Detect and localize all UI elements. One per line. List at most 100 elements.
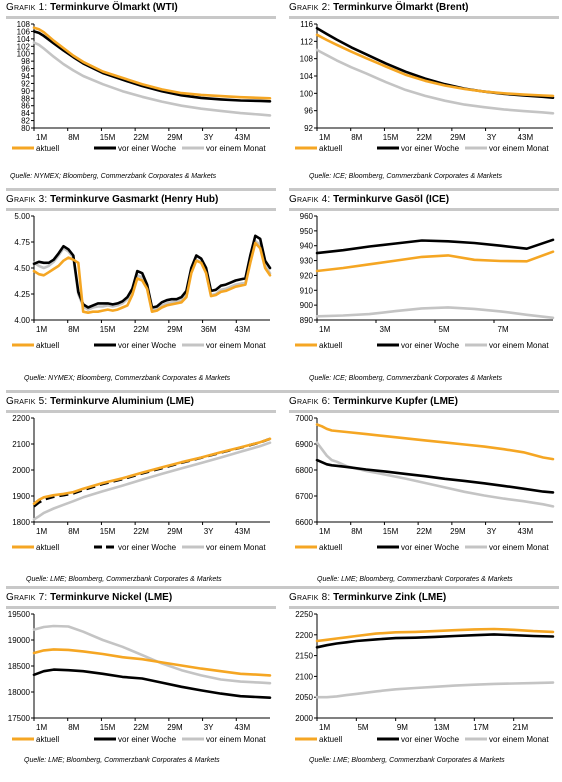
title-rule (6, 208, 276, 211)
legend-label: vor einer Woche (401, 144, 460, 153)
chart-title: Terminkurve Nickel (LME) (50, 592, 173, 603)
series-line-woche (32, 668, 272, 699)
y-tick-label: 6900 (295, 440, 313, 449)
legend-label: aktuell (319, 341, 342, 350)
chart-kupfer: 6600 6700 6800 6900 7000 1M 8M 15M 22M 29M 3Y 43M ak… (295, 414, 555, 552)
legend-label: aktuell (319, 543, 342, 552)
y-tick-label: 920 (300, 271, 314, 280)
series-line-aktuell (32, 648, 272, 677)
legend-label: vor einem Monat (489, 341, 549, 350)
legend-label: vor einem Monat (206, 341, 266, 350)
x-tick-label: 22M (416, 527, 432, 536)
y-tick-label: 2150 (295, 652, 313, 661)
y-tick-label: 910 (300, 286, 314, 295)
series-line-aktuell (32, 437, 272, 506)
axis-line (33, 614, 270, 719)
x-tick-label: 29M (167, 723, 183, 732)
grafik-label: Grafik 2: (289, 2, 331, 13)
chart-nickel: 17500 18000 18500 19000 19500 1M 8M 15M 22M 29M 3Y… (8, 610, 272, 744)
x-tick-label: 15M (383, 527, 399, 536)
y-tick-label: 930 (300, 257, 314, 266)
legend-label: vor einem Monat (206, 735, 266, 744)
series-line-monat (32, 624, 272, 685)
grafik-label: Grafik 3: (6, 194, 48, 205)
x-tick-label: 13M (434, 723, 450, 732)
y-tick-label: 2050 (295, 693, 313, 702)
series-line-monat (315, 306, 555, 320)
legend-label: vor einem Monat (489, 144, 549, 153)
panel-henry-hub: Grafik 3: Terminkurve Gasmarkt (Henry Hu… (6, 194, 276, 384)
y-tick-label: 2200 (295, 631, 313, 640)
x-tick-label: 1M (319, 527, 330, 536)
series-line-aktuell (32, 26, 272, 100)
panel-title: Grafik 8: Terminkurve Zink (LME) (289, 592, 446, 603)
panel-gasoel: Grafik 4: Terminkurve Gasöl (ICE) 890 900… (289, 194, 559, 384)
y-tick-label: 7000 (295, 414, 313, 423)
grafik-label: Grafik 6: (289, 396, 331, 407)
legend-label: vor einem Monat (489, 735, 549, 744)
y-tick-label: 18500 (8, 662, 31, 671)
y-tick-label: 1800 (12, 518, 30, 527)
series-line-monat (315, 441, 555, 508)
chart-title: Terminkurve Ölmarkt (WTI) (50, 2, 178, 13)
y-tick-label: 900 (300, 301, 314, 310)
panel-title: Grafik 7: Terminkurve Nickel (LME) (6, 592, 172, 603)
x-tick-label: 22M (133, 325, 149, 334)
title-rule (289, 208, 559, 211)
x-tick-label: 3Y (204, 723, 214, 732)
title-rule (6, 410, 276, 413)
y-tick-label: 112 (300, 37, 313, 46)
y-tick-label: 2100 (12, 440, 30, 449)
series-line-woche (32, 234, 272, 309)
x-tick-label: 22M (133, 133, 149, 142)
grafik-label: Grafik 4: (289, 194, 331, 205)
x-tick-label: 17M (473, 723, 489, 732)
series-line-aktuell (315, 627, 555, 643)
panel-title: Grafik 4: Terminkurve Gasöl (ICE) (289, 194, 449, 205)
x-tick-label: 7M (498, 325, 509, 334)
y-tick-label: 102 (17, 42, 31, 51)
y-tick-label: 4.50 (14, 264, 30, 273)
y-tick-label: 17500 (8, 714, 31, 723)
y-tick-label: 84 (21, 109, 30, 118)
y-tick-label: 90 (21, 87, 30, 96)
source-note: Quelle: ICE; Bloomberg, Commerzbank Corp… (309, 375, 502, 382)
y-tick-label: 96 (21, 65, 30, 74)
x-tick-label: 3M (380, 325, 391, 334)
panel-zink: Grafik 8: Terminkurve Zink (LME) 2000 205… (289, 592, 559, 782)
x-tick-label: 3Y (204, 133, 214, 142)
y-tick-label: 4.75 (14, 238, 30, 247)
x-tick-label: 1M (319, 325, 330, 334)
y-tick-label: 80 (21, 124, 30, 133)
source-note: Quelle: NYMEX; Bloomberg, Commerzbank Co… (10, 173, 217, 180)
x-tick-label: 8M (68, 723, 79, 732)
y-tick-label: 6600 (295, 518, 313, 527)
y-tick-label: 108 (17, 20, 31, 29)
y-tick-label: 92 (304, 124, 313, 133)
chart-brent: 92 96 100 104 108 112 116 1M 8M 15M 22M 29M 3Y 43M akt… (295, 20, 555, 153)
series-line-woche (315, 458, 555, 494)
bottom-rule (289, 188, 559, 191)
y-tick-label: 116 (300, 20, 313, 29)
legend-label: aktuell (36, 144, 59, 153)
legend-label: vor einer Woche (401, 735, 460, 744)
y-tick-label: 98 (21, 57, 30, 66)
x-tick-label: 15M (100, 527, 116, 536)
y-tick-label: 2000 (295, 714, 313, 723)
chart-henry-hub: 4.00 4.25 4.50 4.75 5.00 1M 8M 15M 22M 29M 36M 43M a… (12, 212, 272, 350)
row-divider (6, 586, 559, 589)
x-tick-label: 8M (68, 325, 79, 334)
x-tick-label: 1M (319, 723, 330, 732)
title-rule (289, 606, 559, 609)
y-tick-label: 104 (17, 35, 31, 44)
legend-label: vor einer Woche (118, 144, 177, 153)
x-tick-label: 43M (235, 527, 251, 536)
series-line-woche (32, 30, 272, 103)
y-tick-label: 6800 (295, 466, 313, 475)
panel-brent: Grafik 2: Terminkurve Ölmarkt (Brent) 92… (289, 2, 559, 192)
chart-gasoel: 890 900 910 920 930 940 950 960 1M 3M 5M 7M aktuell v… (295, 212, 555, 350)
x-tick-label: 8M (351, 133, 362, 142)
x-tick-label: 5M (357, 723, 368, 732)
y-tick-label: 104 (300, 72, 314, 81)
x-tick-label: 22M (133, 527, 149, 536)
